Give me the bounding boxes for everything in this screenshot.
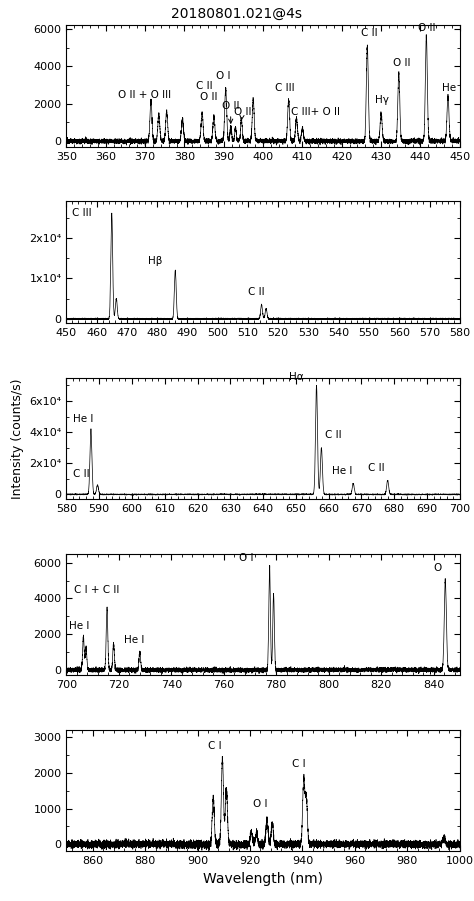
Text: C I: C I: [208, 742, 222, 751]
Text: O II: O II: [419, 23, 436, 32]
Text: O: O: [434, 563, 442, 573]
Text: O II: O II: [393, 59, 410, 68]
Y-axis label: Intensity (counts/s): Intensity (counts/s): [11, 378, 24, 498]
Text: C II: C II: [361, 28, 378, 39]
Text: O I: O I: [239, 552, 254, 563]
Text: He: He: [442, 83, 456, 93]
Text: C III: C III: [73, 207, 92, 218]
Text: He I: He I: [332, 466, 352, 476]
Text: He I: He I: [69, 621, 90, 631]
Text: Hα: Hα: [289, 372, 304, 382]
Text: Hγ: Hγ: [375, 95, 389, 105]
Text: O I: O I: [216, 71, 230, 81]
Text: 20180801.021@4s: 20180801.021@4s: [172, 7, 302, 22]
Text: O II + O III: O II + O III: [118, 90, 171, 100]
Text: Hβ: Hβ: [148, 256, 163, 266]
Text: He I: He I: [124, 635, 145, 645]
Text: O II: O II: [234, 107, 251, 120]
Text: C III: C III: [275, 83, 294, 93]
Text: O II: O II: [200, 92, 218, 102]
Text: C I + C II: C I + C II: [74, 585, 119, 595]
Text: He I: He I: [73, 414, 93, 424]
Text: O II: O II: [222, 101, 239, 123]
Text: C III+ O II: C III+ O II: [291, 107, 339, 117]
Text: C I: C I: [292, 760, 306, 769]
Text: C II: C II: [73, 469, 90, 478]
Text: O I: O I: [253, 798, 267, 808]
Text: C II: C II: [325, 430, 342, 440]
Text: C II: C II: [196, 81, 213, 91]
Text: C II: C II: [248, 287, 264, 296]
Text: C II: C II: [368, 462, 384, 473]
X-axis label: Wavelength (nm): Wavelength (nm): [203, 872, 323, 886]
